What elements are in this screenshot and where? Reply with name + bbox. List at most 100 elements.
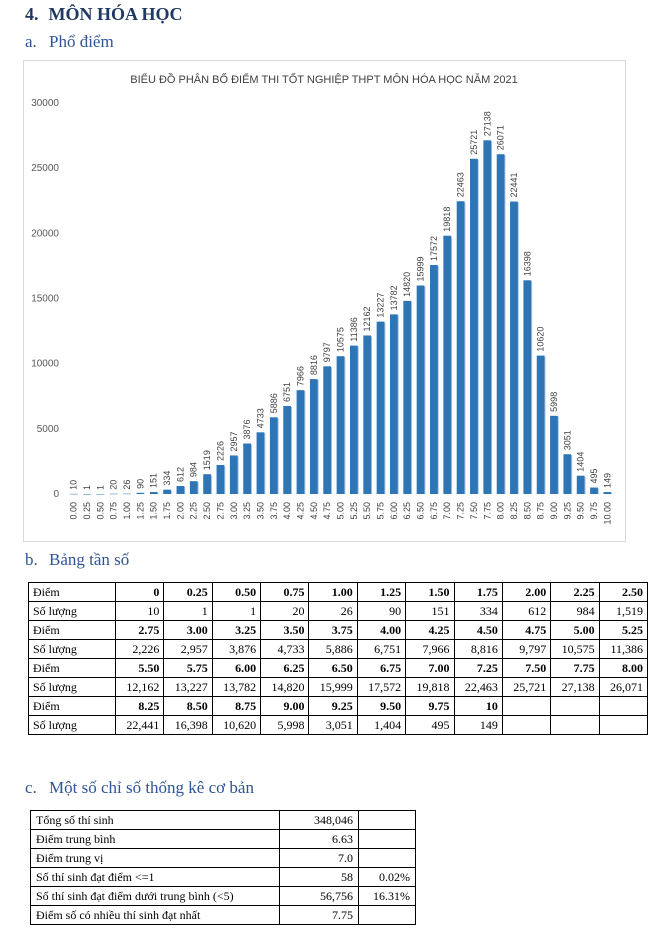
stats-row: Điểm trung vị 7.0 <box>30 848 416 868</box>
stat-percent <box>358 810 416 830</box>
x-tick-label: 5.25 <box>349 502 359 520</box>
score-cell: 10 <box>453 696 503 716</box>
score-cell: 3.25 <box>211 620 262 640</box>
data-label: 12162 <box>362 306 372 331</box>
bar <box>136 492 145 494</box>
count-cell: 1 <box>211 601 262 621</box>
stats-row: Tổng số thí sinh 348,046 <box>30 810 416 830</box>
score-cell: 6.00 <box>211 658 262 678</box>
x-tick-label: 8.25 <box>509 502 519 520</box>
score-cell: 4.50 <box>453 620 503 640</box>
count-cell: 151 <box>405 601 455 621</box>
x-tick-label: 4.00 <box>282 502 292 520</box>
bar <box>123 493 131 495</box>
bar <box>336 356 345 494</box>
x-tick-label: 10.00 <box>602 502 612 525</box>
count-cell: 8,816 <box>453 639 503 659</box>
score-cell: 8.00 <box>598 658 649 678</box>
y-tick-label: 0 <box>53 489 59 500</box>
x-tick-label: 1.00 <box>122 502 132 520</box>
count-cell: 17,572 <box>356 677 407 697</box>
score-cell: 9.50 <box>356 696 407 716</box>
x-tick-label: 4.25 <box>295 502 305 520</box>
count-row-label: Số lượng <box>28 715 116 735</box>
x-tick-label: 6.00 <box>389 502 399 520</box>
count-cell: 6,751 <box>356 639 407 659</box>
bar <box>229 455 238 494</box>
x-tick-label: 9.00 <box>549 502 559 520</box>
count-cell: 3,051 <box>308 715 358 735</box>
x-tick-label: 1.50 <box>149 502 159 520</box>
count-cell: 12,162 <box>114 677 165 697</box>
section-c-title: Một số chỉ số thống kê cơ bản <box>49 778 254 797</box>
bar <box>590 487 598 494</box>
data-label: 4733 <box>255 408 265 428</box>
stat-percent <box>358 905 416 925</box>
bar <box>389 314 398 494</box>
stat-value: 348,046 <box>279 810 359 830</box>
data-label: 6751 <box>282 382 292 402</box>
data-label: 2957 <box>229 431 239 451</box>
data-label: 10575 <box>336 327 346 352</box>
bar <box>603 492 612 494</box>
bar <box>323 366 332 494</box>
x-tick-label: 6.25 <box>402 502 412 520</box>
x-tick-label: 2.00 <box>175 502 185 520</box>
count-cell: 3,876 <box>211 639 262 659</box>
stats-table: Tổng số thí sinh 348,046 Điểm trung bình 6.… <box>30 810 416 925</box>
y-tick-label: 10000 <box>31 359 59 370</box>
data-label: 1519 <box>202 450 212 470</box>
bar <box>416 285 425 494</box>
score-cell: 1.25 <box>356 582 407 602</box>
count-cell: 16,398 <box>163 715 213 735</box>
bar <box>443 235 452 495</box>
stat-label: Điểm số có nhiều thí sinh đạt nhất <box>30 905 280 925</box>
x-tick-label: 9.25 <box>562 502 572 520</box>
stat-percent <box>358 829 416 849</box>
score-cell: 2.75 <box>114 620 165 640</box>
count-cell: 149 <box>453 715 503 735</box>
score-cell: 4.75 <box>501 620 552 640</box>
count-cell: 11,386 <box>598 639 649 659</box>
x-tick-label: 8.50 <box>522 502 532 520</box>
bar <box>149 492 158 494</box>
x-tick-label: 2.75 <box>215 502 225 520</box>
x-tick-label: 4.50 <box>309 502 319 520</box>
stats-row: Số thí sinh đạt điểm dưới trung bình (<5… <box>30 886 416 906</box>
bar <box>309 379 318 494</box>
data-label: 9797 <box>322 342 332 362</box>
bar <box>376 321 385 494</box>
stat-label: Số thí sinh đạt điểm dưới trung bình (<5… <box>30 886 280 906</box>
count-cell <box>501 715 552 735</box>
data-label: 25721 <box>469 130 479 155</box>
count-cell: 10,575 <box>550 639 600 659</box>
bar <box>483 140 492 494</box>
data-label: 495 <box>589 469 599 484</box>
data-label: 20 <box>109 480 119 490</box>
score-cell: 1.75 <box>453 582 503 602</box>
y-tick-label: 15000 <box>31 294 59 305</box>
x-tick-label: 0.25 <box>82 502 92 520</box>
count-row: Số lượng 2,226 2,957 3,876 4,733 5,886 6,751 7,… <box>28 639 649 659</box>
x-tick-label: 8.00 <box>496 502 506 520</box>
count-row: Số lượng 12,162 13,227 13,782 14,820 15,999 17… <box>28 677 649 697</box>
section-heading: 4. MÔN HÓA HỌC <box>25 4 183 25</box>
score-cell: 4.00 <box>356 620 407 640</box>
bar <box>456 201 465 494</box>
data-label: 151 <box>149 473 159 488</box>
bar <box>296 390 305 494</box>
count-cell: 7,966 <box>405 639 455 659</box>
count-cell: 14,820 <box>260 677 310 697</box>
bar <box>430 264 438 494</box>
score-cell: 7.00 <box>405 658 455 678</box>
data-label: 1404 <box>576 452 586 472</box>
data-label: 27138 <box>482 111 492 136</box>
stat-percent: 16.31% <box>358 886 416 906</box>
count-cell: 19,818 <box>405 677 455 697</box>
stats-row: Số thí sinh đạt điểm <=1 58 0.02% <box>30 867 416 887</box>
score-cell: 5.75 <box>163 658 213 678</box>
data-label: 10620 <box>536 327 546 352</box>
stat-label: Tổng số thí sinh <box>30 810 280 830</box>
data-label: 26071 <box>496 125 506 150</box>
score-cell: 2.25 <box>550 582 600 602</box>
